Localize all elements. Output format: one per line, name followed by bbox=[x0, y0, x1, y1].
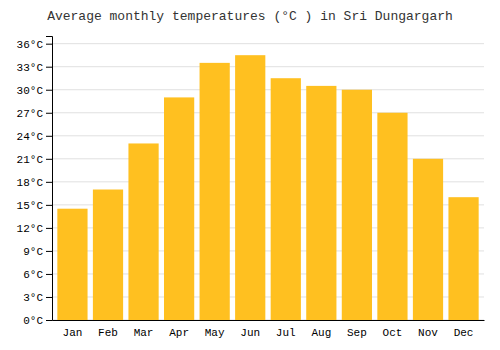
y-tick-label: 24°C bbox=[17, 131, 44, 143]
chart: 0°C 3°C 6°C 9°C 12°C 15°C 18°C 21°C 24°C 27°C 30°C… bbox=[0, 0, 500, 350]
bar bbox=[377, 113, 407, 320]
bar bbox=[413, 159, 443, 320]
y-axis-line bbox=[46, 37, 53, 321]
x-tick: May bbox=[205, 327, 225, 339]
bar bbox=[128, 143, 158, 320]
y-tick-mark bbox=[46, 297, 52, 298]
y-tick-mark bbox=[46, 44, 52, 45]
x-tick: Feb bbox=[98, 327, 118, 339]
y-tick-label: 18°C bbox=[17, 177, 44, 189]
bar bbox=[57, 209, 87, 320]
bar bbox=[271, 78, 301, 320]
x-tick-label: Aug bbox=[311, 327, 331, 339]
y-tick: 27°C bbox=[17, 108, 52, 120]
grid bbox=[52, 44, 484, 320]
x-tick-label: Apr bbox=[169, 327, 189, 339]
y-tick-mark bbox=[46, 320, 52, 321]
y-tick-label: 0°C bbox=[23, 315, 43, 327]
x-tick: Jul bbox=[276, 327, 296, 339]
y-tick-label: 3°C bbox=[23, 292, 43, 304]
title: Average monthly temperatures (°C ) in Sr… bbox=[47, 9, 453, 24]
grid-line bbox=[52, 89, 484, 90]
y-tick-label: 6°C bbox=[23, 269, 43, 281]
y-tick: 6°C bbox=[23, 269, 52, 281]
x-axis: Jan Feb Mar Apr May Jun Jul Aug Sep Oct Nov Dec bbox=[53, 321, 485, 339]
y-tick-label: 30°C bbox=[17, 85, 44, 97]
x-tick-label: Nov bbox=[418, 327, 438, 339]
y-tick-mark bbox=[46, 205, 52, 206]
y-tick-label: 36°C bbox=[17, 39, 44, 51]
y-tick-mark bbox=[46, 159, 52, 160]
x-tick: Mar bbox=[134, 327, 154, 339]
grid-line bbox=[52, 112, 484, 113]
x-tick-label: Feb bbox=[98, 327, 118, 339]
bar bbox=[342, 90, 372, 320]
y-tick: 3°C bbox=[23, 292, 52, 304]
y-tick-mark bbox=[46, 251, 52, 252]
y-tick-mark bbox=[46, 228, 52, 229]
x-tick: Oct bbox=[383, 327, 403, 339]
x-tick-label: Oct bbox=[383, 327, 403, 339]
y-tick: 0°C bbox=[23, 315, 52, 327]
y-tick: 30°C bbox=[17, 85, 52, 97]
y-tick-mark bbox=[46, 67, 52, 68]
x-tick: Jan bbox=[63, 327, 83, 339]
x-tick-label: May bbox=[205, 327, 225, 339]
x-tick: Aug bbox=[311, 327, 331, 339]
grid-line bbox=[52, 135, 484, 136]
x-tick-label: Jan bbox=[63, 327, 83, 339]
y-tick-label: 15°C bbox=[17, 200, 44, 212]
x-tick-label: Dec bbox=[454, 327, 474, 339]
x-tick: Apr bbox=[169, 327, 189, 339]
grid-line bbox=[52, 66, 484, 67]
x-tick: Dec bbox=[454, 327, 474, 339]
y-tick: 15°C bbox=[17, 200, 52, 212]
bar bbox=[448, 197, 478, 320]
grid-line bbox=[52, 43, 484, 44]
y-tick: 33°C bbox=[17, 62, 52, 74]
y-tick-mark bbox=[46, 113, 52, 114]
x-tick: Jun bbox=[240, 327, 260, 339]
y-tick-mark bbox=[46, 90, 52, 91]
bar bbox=[306, 86, 336, 320]
bar bbox=[200, 63, 230, 320]
bar bbox=[235, 55, 265, 320]
x-tick-label: Mar bbox=[134, 327, 154, 339]
plot-area bbox=[57, 55, 478, 320]
y-axis: 0°C 3°C 6°C 9°C 12°C 15°C 18°C 21°C 24°C 27°C 30°C… bbox=[17, 37, 53, 328]
y-tick-label: 12°C bbox=[17, 223, 44, 235]
y-tick: 36°C bbox=[17, 39, 52, 51]
y-tick-mark bbox=[46, 136, 52, 137]
y-tick-label: 33°C bbox=[17, 62, 44, 74]
y-tick: 24°C bbox=[17, 131, 52, 143]
y-tick-label: 21°C bbox=[17, 154, 44, 166]
y-tick-mark bbox=[46, 182, 52, 183]
y-tick: 9°C bbox=[23, 246, 52, 258]
bar bbox=[164, 97, 194, 320]
y-tick: 21°C bbox=[17, 154, 52, 166]
bar bbox=[93, 190, 123, 320]
x-tick: Sep bbox=[347, 327, 367, 339]
x-axis-line bbox=[53, 320, 485, 321]
y-tick-label: 9°C bbox=[23, 246, 43, 258]
y-tick-mark bbox=[46, 274, 52, 275]
x-tick: Nov bbox=[418, 327, 438, 339]
x-tick-label: Sep bbox=[347, 327, 367, 339]
y-tick: 12°C bbox=[17, 223, 52, 235]
y-tick: 18°C bbox=[17, 177, 52, 189]
y-tick-label: 27°C bbox=[17, 108, 44, 120]
x-tick-label: Jul bbox=[276, 327, 296, 339]
x-tick-label: Jun bbox=[240, 327, 260, 339]
